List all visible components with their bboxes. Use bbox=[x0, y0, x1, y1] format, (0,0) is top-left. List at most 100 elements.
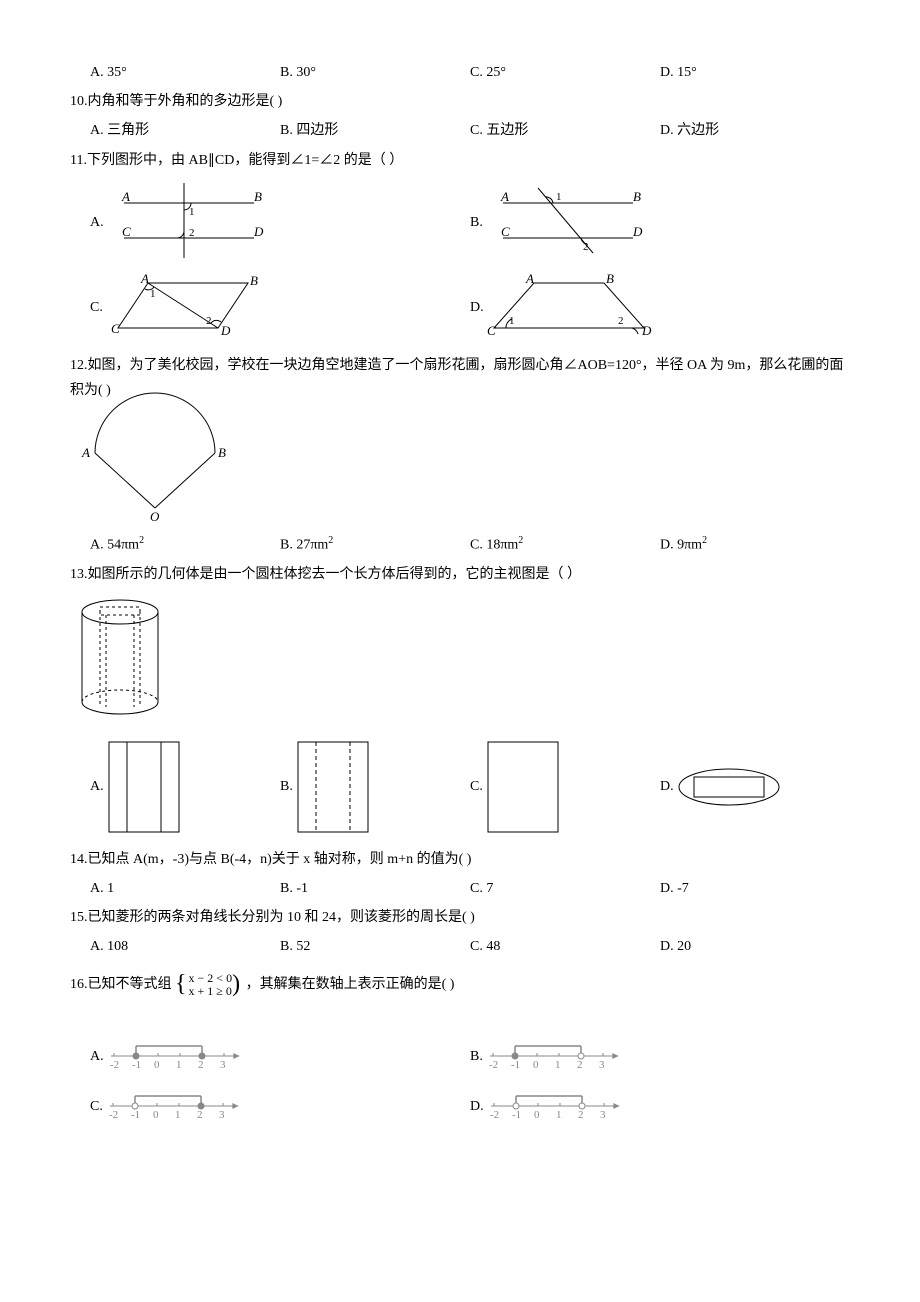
q11-diagram-d: A B C D 1 2 bbox=[484, 273, 654, 343]
q14-opt-d: D. -7 bbox=[660, 876, 850, 901]
q9-opt-b: B. 30° bbox=[280, 60, 470, 85]
q16-label-b: B. bbox=[470, 1044, 483, 1069]
q12-options: A. 54πm2 B. 27πm2 C. 18πm2 D. 9πm2 bbox=[90, 532, 850, 558]
q13-label-d: D. bbox=[660, 774, 674, 799]
q15-stem: 15.已知菱形的两条对角线长分别为 10 和 24，则该菱形的周长是( ) bbox=[70, 905, 850, 930]
q12-opt-b: B. 27πm2 bbox=[280, 532, 470, 558]
svg-text:-2: -2 bbox=[110, 1059, 119, 1071]
q10-opt-d: D. 六边形 bbox=[660, 118, 850, 143]
svg-text:-1: -1 bbox=[132, 1059, 141, 1071]
q16-stem: 16.已知不等式组 {x − 2 < 0x + 1 ≥ 0) ，其解集在数轴上表… bbox=[70, 963, 850, 1006]
svg-text:C: C bbox=[122, 224, 131, 239]
q16-diagram-c: -2-10123 bbox=[103, 1086, 263, 1126]
svg-text:3: 3 bbox=[219, 1109, 225, 1121]
q15-opt-d: D. 20 bbox=[660, 934, 850, 959]
svg-text:A: A bbox=[525, 271, 534, 286]
svg-text:2: 2 bbox=[578, 1109, 584, 1121]
q10-opt-b: B. 四边形 bbox=[280, 118, 470, 143]
svg-text:-1: -1 bbox=[511, 1059, 520, 1071]
svg-text:C: C bbox=[487, 323, 496, 338]
svg-text:2: 2 bbox=[577, 1059, 583, 1071]
svg-text:1: 1 bbox=[176, 1059, 182, 1071]
q9-opt-c: C. 25° bbox=[470, 60, 660, 85]
paren-icon: ) bbox=[232, 963, 240, 1006]
q16-label-d: D. bbox=[470, 1094, 484, 1119]
q15-options: A. 108 B. 52 C. 48 D. 20 bbox=[90, 934, 850, 959]
q13-diagram-a bbox=[104, 737, 184, 837]
svg-text:1: 1 bbox=[556, 1109, 562, 1121]
q10-options: A. 三角形 B. 四边形 C. 五边形 D. 六边形 bbox=[90, 118, 850, 143]
svg-text:1: 1 bbox=[556, 191, 562, 203]
svg-text:D: D bbox=[220, 323, 231, 338]
q13-diagram-d bbox=[674, 762, 784, 812]
svg-text:A: A bbox=[81, 445, 90, 460]
svg-text:B: B bbox=[218, 445, 226, 460]
svg-text:-1: -1 bbox=[131, 1109, 140, 1121]
svg-text:2: 2 bbox=[618, 315, 624, 327]
svg-text:0: 0 bbox=[534, 1109, 540, 1121]
brace-icon: { bbox=[175, 963, 187, 1006]
q14-opt-b: B. -1 bbox=[280, 876, 470, 901]
q16-diagram-d: -2-10123 bbox=[484, 1086, 644, 1126]
svg-text:3: 3 bbox=[599, 1059, 605, 1071]
q10-opt-a: A. 三角形 bbox=[90, 118, 280, 143]
svg-text:-2: -2 bbox=[490, 1109, 499, 1121]
svg-text:O: O bbox=[150, 509, 160, 524]
svg-text:D: D bbox=[641, 323, 652, 338]
q13-diagram-c bbox=[483, 737, 563, 837]
q13-solid bbox=[70, 597, 170, 717]
q16-diagram-b: -2-10123 bbox=[483, 1036, 643, 1076]
q12-opt-c: C. 18πm2 bbox=[470, 532, 660, 558]
svg-text:2: 2 bbox=[189, 227, 195, 239]
q13-label-c: C. bbox=[470, 774, 483, 799]
q13-label-a: A. bbox=[90, 774, 104, 799]
svg-text:C: C bbox=[501, 224, 510, 239]
q13-stem: 13.如图所示的几何体是由一个圆柱体挖去一个长方体后得到的，它的主视图是（ ） bbox=[70, 562, 850, 587]
q11-label-d: D. bbox=[470, 295, 484, 320]
q15-opt-b: B. 52 bbox=[280, 934, 470, 959]
svg-text:B: B bbox=[250, 273, 258, 288]
q12-diagram: A B O bbox=[70, 413, 240, 523]
svg-text:2: 2 bbox=[206, 315, 212, 327]
svg-text:0: 0 bbox=[153, 1109, 159, 1121]
q15-opt-c: C. 48 bbox=[470, 934, 660, 959]
svg-text:A: A bbox=[121, 189, 130, 204]
svg-text:D: D bbox=[253, 224, 264, 239]
svg-text:D: D bbox=[632, 224, 643, 239]
q12-opt-d: D. 9πm2 bbox=[660, 532, 850, 558]
svg-text:2: 2 bbox=[198, 1059, 204, 1071]
q12-opt-a: A. 54πm2 bbox=[90, 532, 280, 558]
svg-text:3: 3 bbox=[220, 1059, 226, 1071]
q11-stem: 11.下列图形中，由 AB∥CD，能得到∠1=∠2 的是（ ） bbox=[70, 148, 850, 173]
svg-text:B: B bbox=[606, 271, 614, 286]
q11-label-b: B. bbox=[470, 210, 483, 235]
q10-stem: 10.内角和等于外角和的多边形是( ) bbox=[70, 89, 850, 114]
q11-diagram-b: AB CD 1 2 bbox=[483, 183, 643, 263]
svg-text:1: 1 bbox=[175, 1109, 181, 1121]
svg-text:0: 0 bbox=[154, 1059, 160, 1071]
q16-label-c: C. bbox=[90, 1094, 103, 1119]
svg-text:B: B bbox=[254, 189, 262, 204]
q9-opt-a: A. 35° bbox=[90, 60, 280, 85]
q13-label-b: B. bbox=[280, 774, 293, 799]
q10-opt-c: C. 五边形 bbox=[470, 118, 660, 143]
q11-diagram-c: AB CD 1 2 bbox=[103, 273, 263, 343]
q14-opt-c: C. 7 bbox=[470, 876, 660, 901]
q9-options: A. 35° B. 30° C. 25° D. 15° bbox=[90, 60, 850, 85]
svg-text:B: B bbox=[633, 189, 641, 204]
q16-diagram-a: -2 -1 0 1 2 3 bbox=[104, 1036, 264, 1076]
q11-label-a: A. bbox=[90, 210, 104, 235]
q13-diagram-b bbox=[293, 737, 373, 837]
q12-stem: 12.如图，为了美化校园，学校在一块边角空地建造了一个扇形花圃，扇形圆心角∠AO… bbox=[70, 353, 850, 403]
q16-label-a: A. bbox=[90, 1044, 104, 1069]
q14-stem: 14.已知点 A(m，-3)与点 B(-4，n)关于 x 轴对称，则 m+n 的… bbox=[70, 847, 850, 872]
q15-opt-a: A. 108 bbox=[90, 934, 280, 959]
q14-opt-a: A. 1 bbox=[90, 876, 280, 901]
q11-diagram-a: AB CD 1 2 bbox=[104, 183, 264, 263]
svg-text:A: A bbox=[140, 271, 149, 286]
svg-text:0: 0 bbox=[533, 1059, 539, 1071]
svg-text:A: A bbox=[500, 189, 509, 204]
svg-text:C: C bbox=[111, 321, 120, 336]
q9-opt-d: D. 15° bbox=[660, 60, 850, 85]
svg-text:1: 1 bbox=[509, 315, 515, 327]
